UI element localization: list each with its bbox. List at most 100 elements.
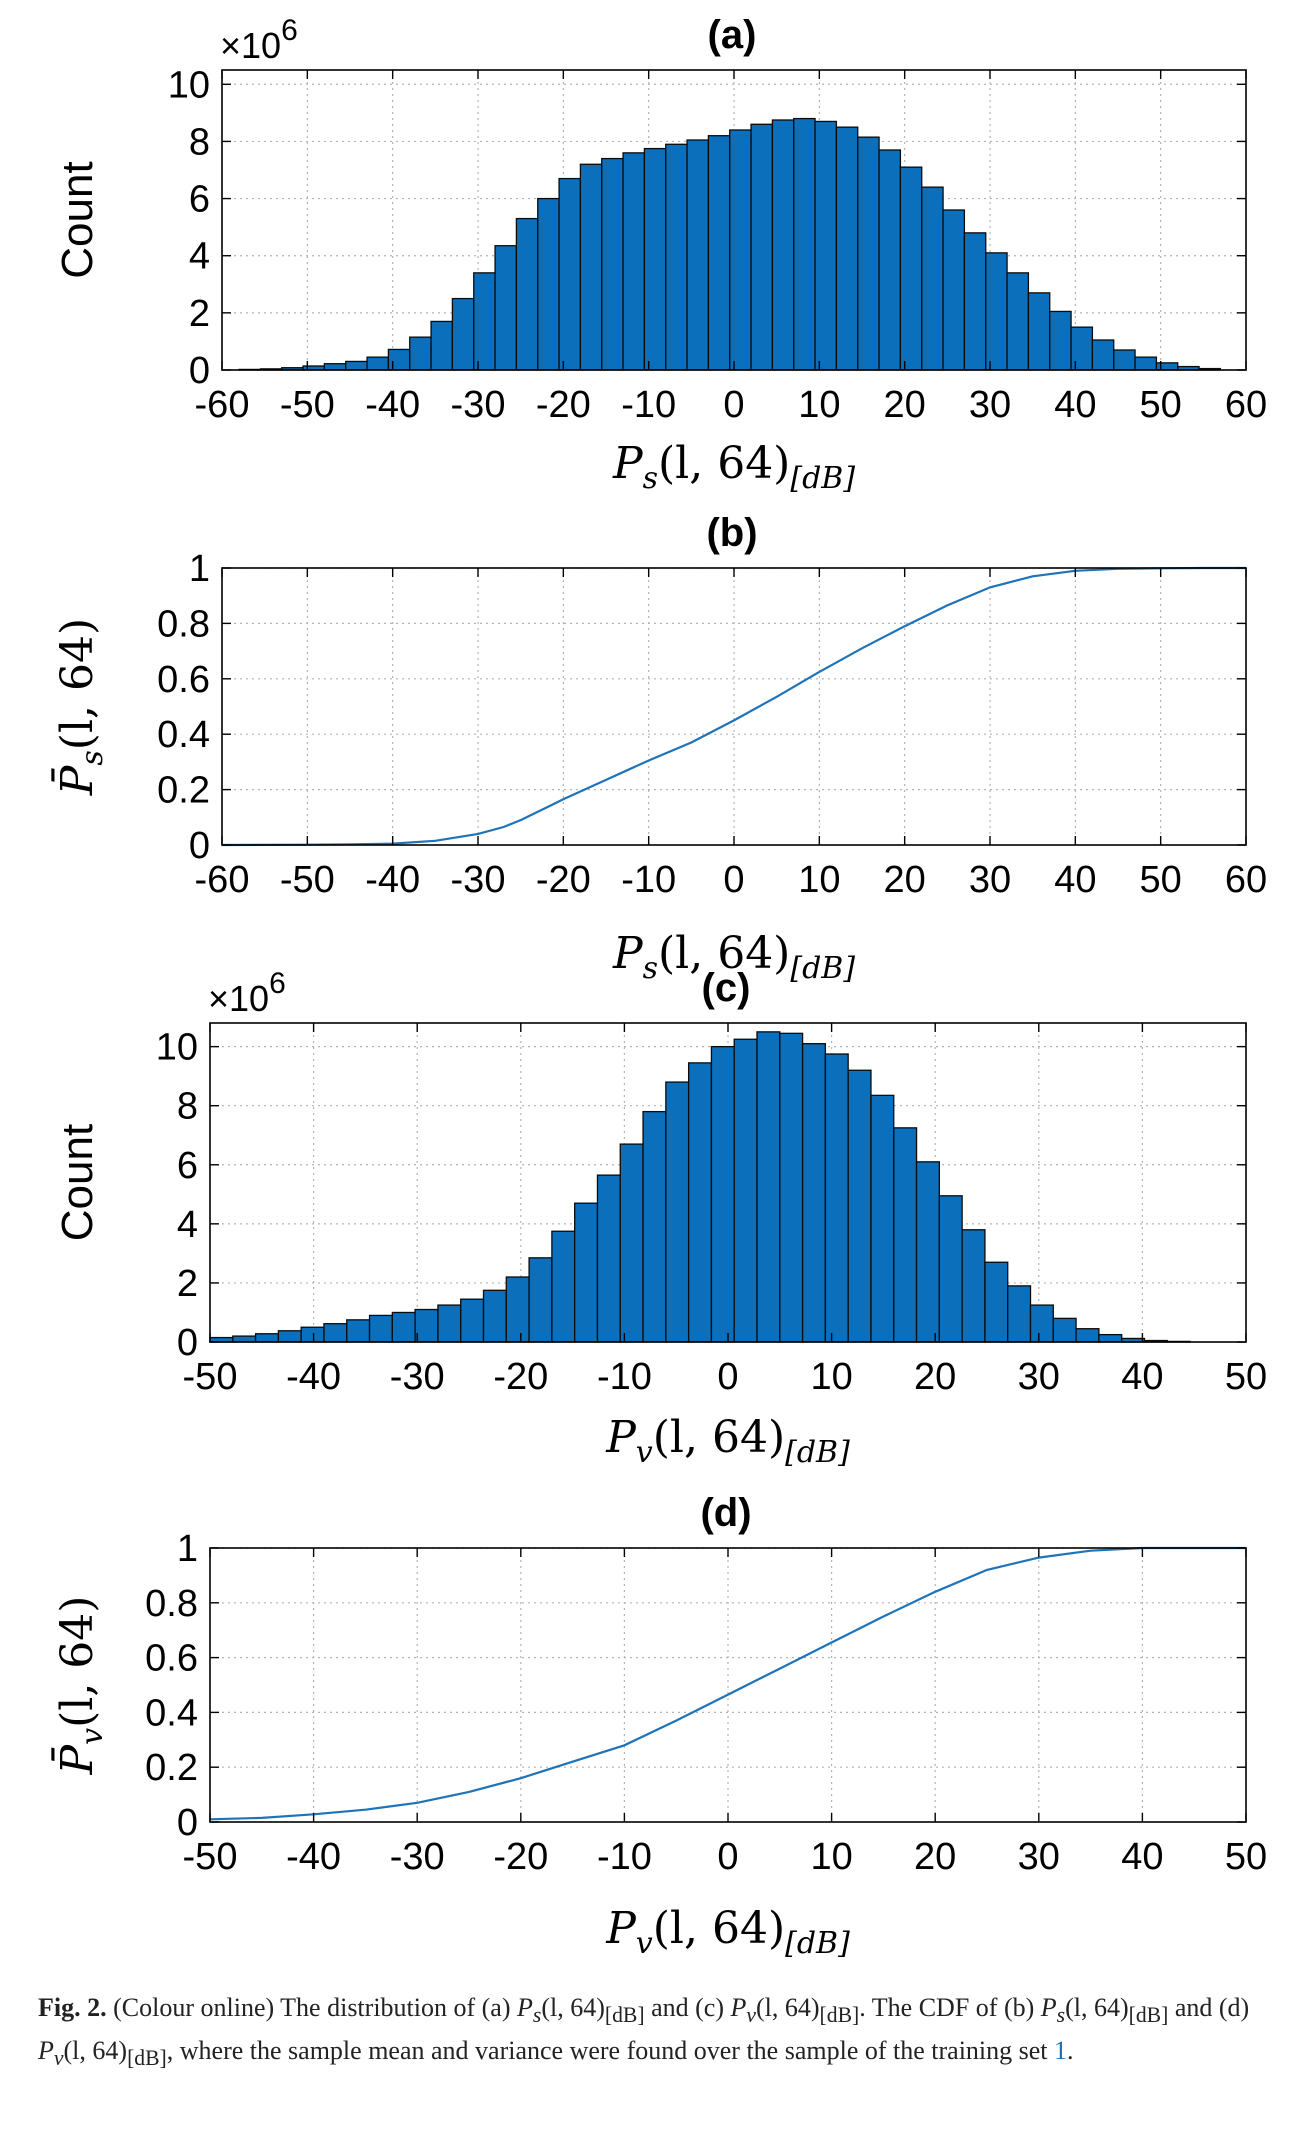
svg-text:Pv(l, 64)[dB]: Pv(l, 64)[dB] (605, 1412, 850, 1470)
y-axis-label: P̄v(l, 64) (50, 1596, 110, 1776)
histogram-bar (801, 1043, 827, 1343)
histogram-bar (387, 348, 411, 371)
y-axis-label: Count (53, 161, 102, 278)
histogram-bar (528, 1257, 553, 1343)
x-tick-label: 20 (884, 384, 926, 426)
x-tick-label: 20 (884, 859, 926, 901)
histogram-bar (1091, 339, 1115, 371)
caption-label: Fig. 2. (38, 1993, 107, 2022)
histogram-bar (1006, 272, 1030, 371)
histogram-bar (1029, 1304, 1054, 1343)
x-tick-label: 50 (1225, 1356, 1267, 1398)
x-tick-label: -20 (536, 384, 591, 426)
histogram-bar (1007, 1285, 1032, 1343)
histogram-bar (494, 245, 518, 371)
histogram-bar (915, 1161, 940, 1343)
histogram-bar (558, 177, 582, 371)
histogram-bar (984, 1261, 1009, 1343)
histogram-bar (596, 1174, 621, 1343)
histogram-bar (537, 197, 560, 371)
y-tick-label: 4 (177, 1204, 198, 1246)
histogram-bar (323, 363, 347, 371)
histogram-bar (622, 152, 646, 371)
x-tick-label: -10 (621, 859, 676, 901)
x-tick-label: 30 (1018, 1836, 1060, 1878)
histogram-bar (1070, 326, 1094, 371)
histogram-bar (391, 1311, 416, 1343)
y-tick-label: 1 (177, 1528, 198, 1570)
x-axis-label: Pv(l, 64)[dB] (605, 1412, 850, 1470)
y-tick-label: 10 (156, 1027, 198, 1069)
x-tick-label: 40 (1121, 1836, 1163, 1878)
histogram-bar (1075, 1328, 1100, 1343)
x-tick-label: -10 (621, 384, 676, 426)
x-tick-label: -50 (183, 1356, 238, 1398)
reference-link[interactable]: 1 (1054, 2036, 1068, 2066)
y-tick-label: 2 (177, 1263, 198, 1305)
y-tick-label: 0.4 (145, 1692, 198, 1734)
histogram-bar (346, 1319, 371, 1343)
svg-text:P̄v(l, 64): P̄v(l, 64) (50, 1596, 110, 1776)
histogram-bar (1134, 356, 1158, 371)
x-tick-label: 40 (1054, 859, 1096, 901)
x-tick-label: -60 (195, 384, 250, 426)
histogram-bar (756, 1031, 781, 1343)
histogram-bar (579, 163, 603, 371)
y-axis-label: Count (53, 1124, 102, 1241)
chart-b: -60 -50 -40 -30 -20 -10 0 10 20 30 40 50 60 0 0.2 0.4 0.… (50, 511, 1267, 986)
histogram-bar (857, 136, 880, 371)
chart-title: (b) (706, 511, 757, 555)
chart-d: -50 -40 -30 -20 -10 0 10 20 30 40 50 0 0.2 0.4 0.6 0.8 1… (50, 1491, 1267, 1960)
histogram-bar (232, 1335, 257, 1343)
histogram-bar (963, 232, 987, 371)
x-tick-label: -20 (493, 1356, 548, 1398)
chart-a: ×106 -60 -50 -40 -30 -20 -10 0 10 20 30 40 50 60 0 2 4 6 8… (53, 13, 1267, 496)
svg-text:Pv(l, 64)[dB]: Pv(l, 64)[dB] (605, 1903, 850, 1960)
histogram-bar (814, 120, 838, 371)
x-tick-label: -30 (451, 859, 506, 901)
histogram-bar (665, 143, 688, 371)
histogram-bar (482, 1289, 507, 1343)
histogram-bar (750, 123, 774, 371)
histogram-bar (323, 1323, 348, 1343)
histogram-bar (686, 139, 710, 371)
x-tick-label: 50 (1140, 384, 1182, 426)
x-tick-label: -10 (597, 1836, 652, 1878)
x-tick-label: -50 (183, 1836, 238, 1878)
histogram-bar (921, 186, 944, 371)
scale-factor: ×106 (220, 14, 298, 66)
histogram-bar (1098, 1333, 1123, 1343)
figure: ×106-60 -50 -40 -30 -20 -10 0 10 20 30 40 50 6002468… (50, 13, 1267, 1960)
x-tick-label: 30 (1018, 1356, 1060, 1398)
x-tick-label: -20 (536, 859, 591, 901)
histogram-bar (409, 336, 432, 371)
histogram-bar (835, 126, 859, 371)
y-tick-label: 0 (189, 825, 210, 867)
axes-frame (209, 1547, 1247, 1823)
histogram-bar (430, 320, 454, 371)
histogram-bar (899, 166, 923, 371)
chart-title: (c) (702, 966, 751, 1010)
x-tick-label: 40 (1121, 1356, 1163, 1398)
histogram-bar (1155, 362, 1179, 371)
x-axis-label: Pv(l, 64)[dB] (605, 1903, 850, 1960)
histogram-bar (733, 1038, 758, 1343)
histogram-bar (437, 1304, 462, 1343)
y-tick-label: 0 (177, 1322, 198, 1364)
histogram-bar (878, 149, 902, 371)
x-tick-label: 0 (723, 859, 744, 901)
histogram-bar (619, 1143, 644, 1343)
scale-factor: ×106 (208, 967, 286, 1019)
x-tick-label: 60 (1225, 384, 1267, 426)
histogram-bar (368, 1314, 393, 1343)
x-tick-label: -30 (451, 384, 506, 426)
histogram-bar (870, 1094, 895, 1343)
y-tick-label: 0.8 (157, 603, 210, 645)
y-tick-label: 8 (177, 1086, 198, 1128)
x-tick-label: -50 (280, 859, 335, 901)
histogram-bar (729, 129, 752, 371)
histogram-bar (451, 297, 475, 371)
y-tick-label: 0.2 (145, 1747, 198, 1789)
histogram-bar (1113, 349, 1136, 371)
y-tick-label: 0.8 (145, 1583, 198, 1625)
